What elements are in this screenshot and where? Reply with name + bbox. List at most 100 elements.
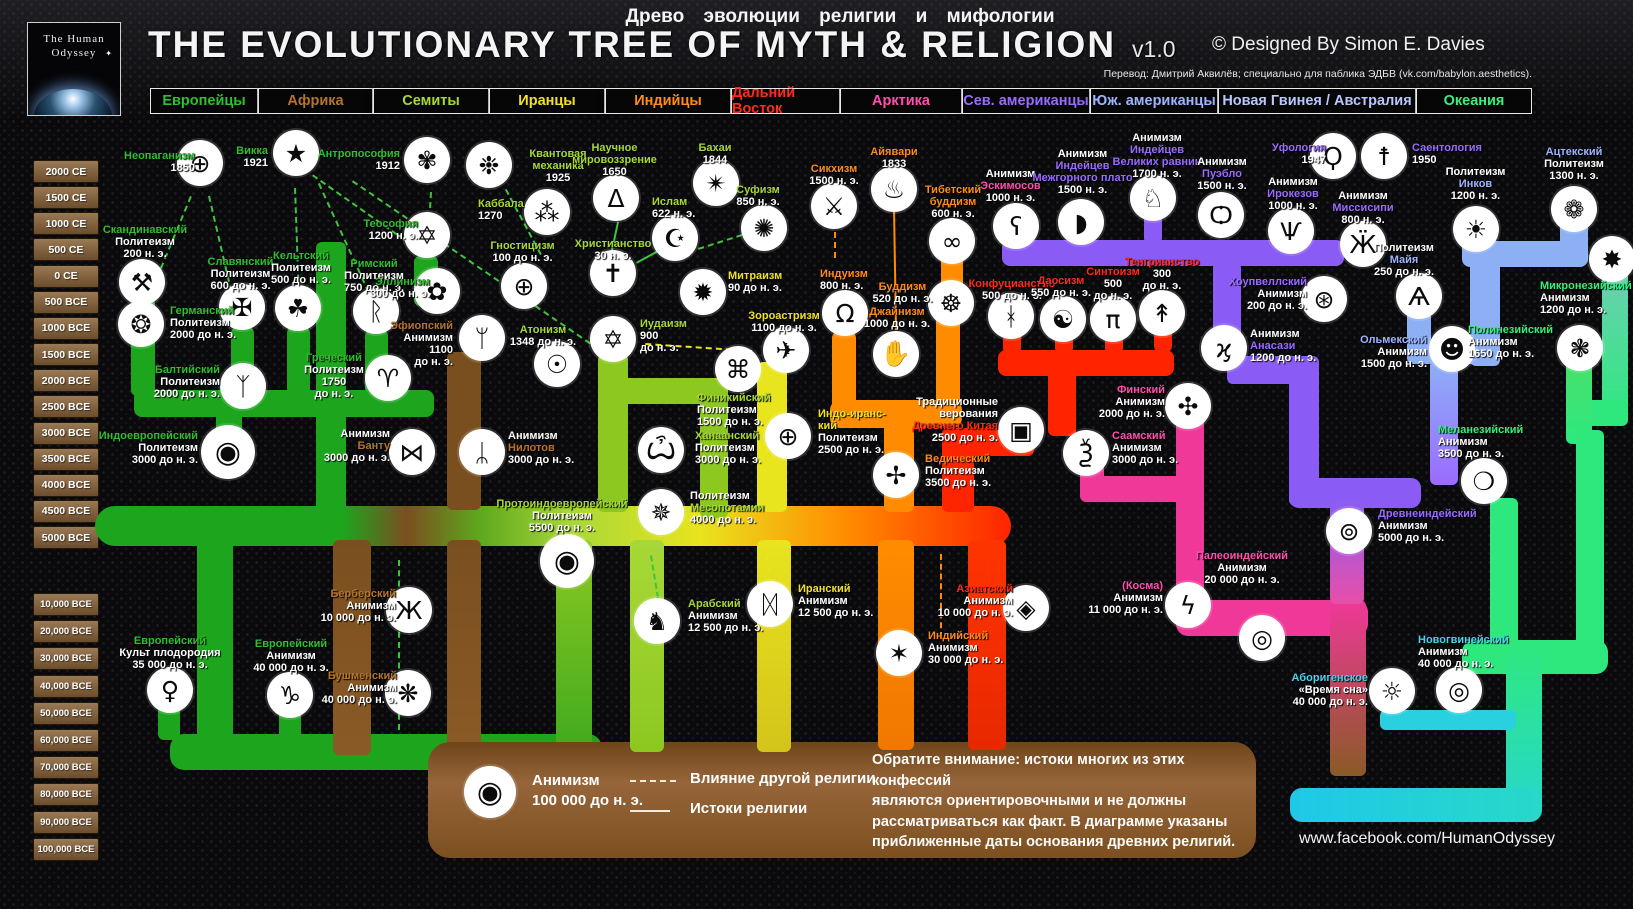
node-label-zoroastrianism: Зороастризм 1100 до н. э. [718,310,850,334]
node-label-line: 30 н. э. [594,250,632,263]
node-label-line: Политеизм [160,376,220,389]
branch-segment [630,540,664,752]
timeline-2000-bce: 2000 BCE [33,369,99,393]
node-circle-islam: ☪ [652,215,698,261]
node-circle-sufism: ✺ [741,205,787,251]
note-line: являются ориентировочными и не должны [872,793,1187,810]
node-circle-iranian-animism: ᛞ [747,581,793,627]
timeline-20-000-bce: 20,000 BCE [33,620,99,644]
node-label-line: Айявари [870,146,918,158]
kolovrat-icon: ❂ [130,309,152,339]
node-label-iroquois-animism: Анимизм Ирокезов 1000 н. э. [1243,176,1343,212]
node-label-line: 5500 до н. э. [528,522,596,535]
node-circle-eskimo-animism: ʕ [993,203,1039,249]
node-label-sufism: Суфизм 850 н. э. [718,184,798,208]
tab-6: Дальний Восток [731,85,840,117]
title-russian: Древо эволюции религии и мифологии [625,6,1055,27]
node-label-line: Саамский [1112,430,1166,442]
node-label-line: 2000 до н. э. [170,329,237,342]
node-label-neopaganism: Неопаганизм 1850 [100,150,195,174]
node-label-line: 1950 [1412,154,1437,167]
node-label-line: 30 000 до н. э. [928,654,1004,667]
node-label-line: 40 000 до н. э. [1292,696,1368,709]
node-label-arabian-animism: Арабский Анимизм 12 500 до н. э. [688,598,800,634]
node-label-line: 40 000 до н. э. [321,694,397,707]
node-label-line: Анимизм [403,332,453,345]
star-of-david-icon: ✡ [602,324,624,354]
node-label-line: Митраизм [728,270,783,282]
node-label-line: механика [532,160,584,173]
node-label-line: Инков [1458,178,1493,191]
node-circle-hellenism: ✿ [414,268,460,314]
node-label-line: Миссисипи [1332,202,1394,215]
owl-icon: Ѻ [1209,200,1233,230]
timeline-2500-bce: 2500 BCE [33,395,99,419]
node-label-plains-indians-animism: Анимизм Индейцев Великих равнин 1700 н. э. [1092,132,1222,180]
node-label-islam: Ислам 622 н. э. [652,196,730,220]
triskele-icon: ☘ [286,293,310,323]
node-label-line: Неопаганизм [124,150,195,162]
node-label-european-animism: Европейский Анимизм 40 000 до н. э. [222,638,360,674]
node-label-micronesian-animism: Микронезийский Анимизм 1200 до н. э. [1540,280,1632,316]
node-label-line: Индоевропейский [98,430,198,442]
node-label-line: 1200 н. э. [368,230,418,243]
timeline-70-000-bce: 70,000 BCE [33,756,99,780]
lotus-lamp-icon: ♨ [882,174,906,204]
node-circle-melanesian-animism: ❍ [1461,458,1507,504]
node-label-line: 5000 до н. э. [1378,532,1445,545]
node-label-mesopotamian-polytheism: Политеизм Месопотамии 4000 до н. э. [690,490,798,526]
node-circle-gnosticism: ⊕ [501,263,547,309]
note-line: рассматриваться как факт. В диаграмме ук… [872,813,1228,830]
cross-icon: ✝ [602,258,624,288]
designer-credit: © Designed By Simon E. Davies [1212,34,1485,55]
node-label-line: Политеизм [304,364,364,377]
node-label-line: Азиатский [956,583,1013,595]
branch-segment [428,742,1256,858]
tab-9: Юж. американцы [1090,88,1218,114]
node-circle-ancient-china-beliefs: ▣ [998,407,1044,453]
star-icon: ✦ [105,49,112,58]
node-circle-indo-iranian-polytheism: ⊕ [765,413,811,459]
node-label-hinduism: Индуизм 800 н. э. [820,268,895,292]
node-label-line: Анимизм [985,168,1036,180]
node-label-line: буддизм [929,196,977,209]
node-label-line: Палеоиндейский [1195,550,1289,562]
node-circle-mississippi-animism: Ӝ [1340,221,1386,267]
branch-segment [1380,710,1516,730]
node-label-line: 600 н. э. [931,208,975,221]
tab-5: Индийцы [605,88,731,114]
branch-segment [1144,214,1162,244]
title-english: The Evolutionary Tree of Myth & Religion… [148,24,1228,66]
influence-arrow [698,234,743,250]
node-label-gnosticism: Гностицизм 100 до н. э. [455,240,590,264]
node-label-line: 300 [1152,268,1172,281]
tab-11: Океания [1416,88,1532,114]
node-label-greek-polytheism: Греческий Политеизм 1750 до н. э. [300,352,368,400]
node-circle-jainism: ✋ [873,331,919,377]
node-label-line: Ислам [652,196,688,208]
node-label-line: 20 000 до н. э. [1204,574,1280,587]
node-label-line: Культ плодородия [119,647,221,660]
node-label-line: Иранский [798,583,851,595]
node-label-line: 10 000 до н. э. [937,607,1013,620]
node-circle-kabbalah: ⁂ [524,189,570,235]
node-label-indo-european-polytheism: Индоевропейский Политеизм 3000 до н. э. [80,430,198,466]
node-circle-scandinavian-polytheism: ⚒ [119,259,165,305]
yin-yang-icon: ☯ [1051,304,1075,334]
node-label-line: Ацтекский [1545,146,1603,158]
meander-icon: ⌘ [725,354,751,384]
node-label-line: Межгорного плато [1032,172,1133,185]
node-label-line: Научное [591,142,638,154]
node-label-line: Гностицизм [490,240,555,252]
node-label-line: 1500 до н. э. [697,416,764,429]
node-label-line: Аборигенское [1291,672,1368,684]
orca-icon: ◗ [1074,207,1088,237]
node-label-hellenism: Эллинизм 300 до н. э. [348,276,430,300]
node-circle-bahai: ✴ [693,160,739,206]
node-circle-berber-animism: Ж [386,587,432,633]
node-circle-european-animism: ♑ [267,672,313,718]
node-label-line: Даосизм [1037,275,1085,287]
node-label-line: 1000 н. э. [1268,200,1318,213]
timeline-3000-bce: 3000 BCE [33,421,99,445]
dharma-wheel-icon: ☸ [939,288,963,318]
